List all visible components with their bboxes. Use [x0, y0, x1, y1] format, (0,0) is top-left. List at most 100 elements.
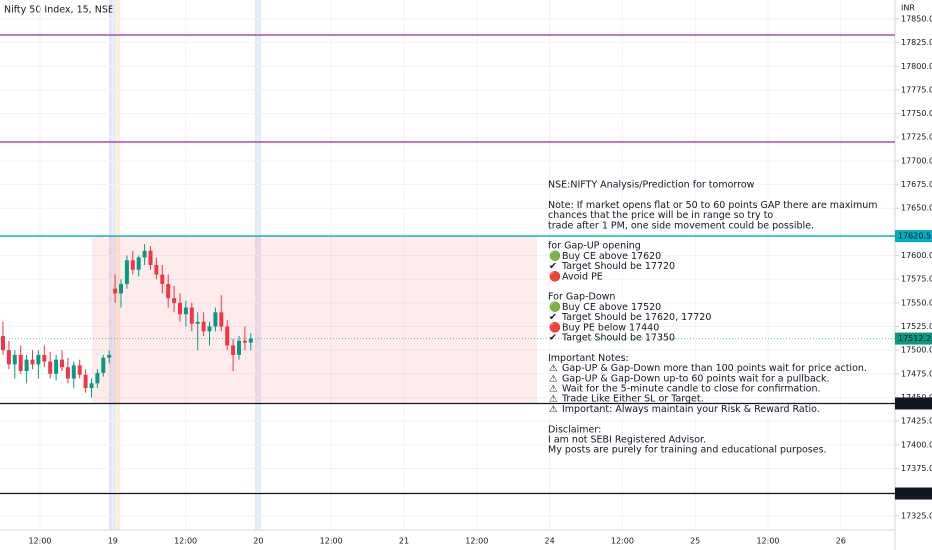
x-tick-label: 12:00 — [756, 537, 779, 546]
candle-body — [231, 345, 236, 355]
annotation-text: Target Should be 17720 — [561, 261, 675, 272]
y-tick-label: 17600.00 — [901, 251, 932, 260]
y-tick-label: 17475.00 — [901, 369, 932, 378]
x-tick-label: 25 — [690, 537, 700, 546]
annotation-text: Avoid PE — [562, 271, 603, 282]
annotation-text: trade after 1 PM, one side movement coul… — [548, 220, 814, 231]
candle-body — [42, 354, 47, 362]
annotation-icon: ⚠ — [549, 363, 558, 374]
x-tick-label: 24 — [545, 537, 555, 546]
annotation-icon: 🟢 — [549, 301, 561, 313]
candle-body — [172, 298, 177, 303]
y-tick-label: 17525.00 — [901, 322, 932, 331]
candle-body — [95, 372, 100, 384]
session-band — [115, 0, 120, 530]
annotation-text: Note: If market opens flat or 50 to 60 p… — [548, 200, 878, 211]
range-zone — [92, 236, 537, 404]
y-tick-label: 17550.00 — [901, 298, 932, 307]
x-tick-label: 26 — [836, 537, 846, 546]
y-tick-label: 17700.00 — [901, 156, 932, 165]
annotation-icon: ✔ — [549, 312, 557, 323]
candle-body — [65, 367, 70, 379]
annotation-text: Gap-UP & Gap-Down up-to 60 points wait f… — [562, 373, 830, 384]
annotation-text: Buy CE above 17520 — [562, 302, 661, 313]
candle-body — [142, 250, 147, 258]
price-label-bg — [895, 397, 932, 410]
annotation-text: chances that the price will be in range … — [548, 210, 773, 221]
annotation-icon: ⚠ — [549, 384, 558, 395]
y-tick-label: 17800.00 — [901, 62, 932, 71]
y-tick-label: 17400.00 — [901, 440, 932, 449]
candle-body — [18, 354, 23, 371]
candle-body — [48, 361, 53, 374]
candle-body — [183, 307, 188, 315]
x-tick-label: 12:00 — [465, 537, 488, 546]
candle-body — [113, 288, 118, 294]
candle-body — [130, 260, 135, 270]
annotation-text: NSE:NIFTY Analysis/Prediction for tomorr… — [548, 180, 755, 191]
candle-body — [213, 312, 218, 327]
x-tick-label: 12:00 — [611, 537, 634, 546]
price-label-bg — [895, 230, 932, 243]
y-tick-label: 17825.00 — [901, 38, 932, 47]
annotation-icon: ⚠ — [549, 373, 558, 384]
x-tick-label: 12:00 — [174, 537, 197, 546]
candle-body — [107, 354, 112, 358]
candle-body — [148, 250, 153, 265]
candle-body — [12, 354, 17, 365]
annotation-text: Target Should be 17350 — [561, 333, 675, 344]
candle-body — [201, 321, 206, 332]
y-tick-label: 17725.00 — [901, 133, 932, 142]
candle-body — [83, 374, 88, 389]
annotation-text: Disclaimer: — [548, 424, 601, 435]
candle-body — [71, 365, 76, 379]
y-tick-label: 17575.00 — [901, 275, 932, 284]
y-tick-label: 17775.00 — [901, 85, 932, 94]
session-band — [109, 0, 115, 530]
candle-body — [219, 312, 224, 327]
y-tick-label: 17650.00 — [901, 204, 932, 213]
x-tick-label: 21 — [399, 537, 409, 546]
candle-body — [136, 257, 141, 270]
annotation-text: Buy CE above 17620 — [562, 251, 661, 262]
annotation-icon: ⚠ — [549, 394, 558, 405]
annotation-text: Target Should be 17620, 17720 — [561, 312, 711, 323]
annotation-text: Gap-UP & Gap-Down more than 100 points w… — [562, 363, 867, 374]
annotation-text: I am not SEBI Registered Advisor. — [548, 435, 706, 446]
annotation-text: Important: Always maintain your Risk & R… — [562, 404, 820, 415]
price-label-bg — [895, 332, 932, 345]
x-tick-label: 12:00 — [320, 537, 343, 546]
annotation-icon: ✔ — [549, 333, 557, 344]
annotation-text: My posts are purely for training and edu… — [548, 445, 827, 456]
candle-body — [24, 359, 29, 371]
x-tick-label: 12:00 — [28, 537, 51, 546]
y-tick-label: 17425.00 — [901, 417, 932, 426]
price-label: 17348.55 — [898, 489, 932, 498]
candle-body — [207, 326, 212, 332]
candle-body — [60, 359, 64, 368]
annotation-icon: ⚠ — [549, 404, 558, 415]
candle-body — [6, 350, 11, 365]
candle-body — [89, 383, 94, 389]
candle-body — [189, 307, 194, 324]
candle-body — [237, 340, 241, 355]
y-tick-label: 17500.00 — [901, 346, 932, 355]
candle-body — [154, 265, 159, 275]
y-tick-label: 17375.00 — [901, 464, 932, 473]
price-label-bg — [895, 487, 932, 500]
x-tick-label: 19 — [108, 537, 118, 546]
y-tick-label: 17675.00 — [901, 180, 932, 189]
y-tick-label: 17325.00 — [901, 511, 932, 520]
annotation-icon: 🟢 — [549, 250, 561, 262]
x-tick-label: 20 — [253, 537, 263, 546]
annotation-text: Wait for the 5-minute candle to close fo… — [562, 384, 820, 395]
candle-body — [160, 274, 165, 284]
annotation-text: For Gap-Down — [548, 292, 615, 303]
candle-body — [242, 340, 247, 343]
candle-body — [77, 365, 82, 375]
candle-body — [178, 302, 182, 315]
candle-body — [101, 357, 106, 373]
annotation-text: Buy PE below 17440 — [562, 322, 659, 333]
